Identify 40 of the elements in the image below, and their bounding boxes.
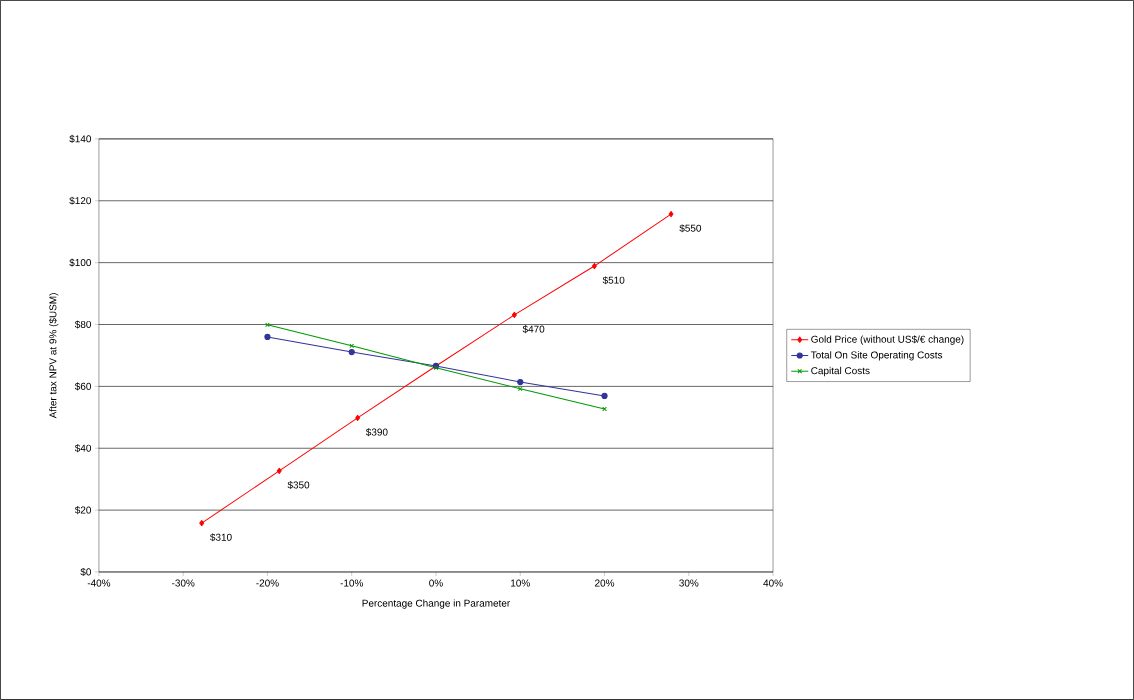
x-tick-label: -10% xyxy=(340,579,364,587)
point xyxy=(517,386,523,392)
annotation: $350 xyxy=(287,481,310,490)
point xyxy=(355,414,361,422)
annotation: $550 xyxy=(679,224,702,233)
y-tick-label: $100 xyxy=(69,258,92,267)
point xyxy=(276,467,282,474)
x-tick-label: 0% xyxy=(429,579,443,587)
point xyxy=(264,333,271,341)
annotation: $470 xyxy=(522,325,545,334)
annotation: $510 xyxy=(602,276,625,285)
y-tick-label: $120 xyxy=(69,196,92,205)
x-tick-label: -20% xyxy=(256,579,279,587)
point xyxy=(199,520,205,527)
y-tick-label: $60 xyxy=(74,382,92,391)
y-tick-label: $20 xyxy=(74,506,92,515)
y-tick-label: $80 xyxy=(74,320,92,329)
x-tick-label: 20% xyxy=(595,579,615,587)
x-tick-label: -30% xyxy=(172,579,195,587)
x-tick-label: -40% xyxy=(87,579,111,587)
legend-label: Capital Costs xyxy=(811,366,870,377)
point xyxy=(601,392,608,400)
x-tick-label: 30% xyxy=(679,579,699,587)
point xyxy=(511,311,517,319)
x-tick-label: 10% xyxy=(511,579,530,587)
x-axis-title: Percentage Change in Parameter xyxy=(362,599,511,609)
annotation: $310 xyxy=(210,533,232,542)
legend-label: Total On Site Operating Costs xyxy=(810,351,943,361)
annotation: $390 xyxy=(365,428,388,437)
y-axis-title: After tax NPV at 9% ($USM) xyxy=(48,293,59,419)
point xyxy=(348,348,355,356)
y-tick-label: $0 xyxy=(80,568,92,577)
x-tick-label: 40% xyxy=(763,579,783,587)
y-tick-label: $40 xyxy=(74,444,92,453)
legend-label: Gold Price (without US$/€ change) xyxy=(811,335,964,345)
point xyxy=(591,262,597,270)
point xyxy=(517,378,524,386)
y-tick-label: $140 xyxy=(69,134,92,143)
point xyxy=(668,211,674,218)
point xyxy=(349,343,355,349)
